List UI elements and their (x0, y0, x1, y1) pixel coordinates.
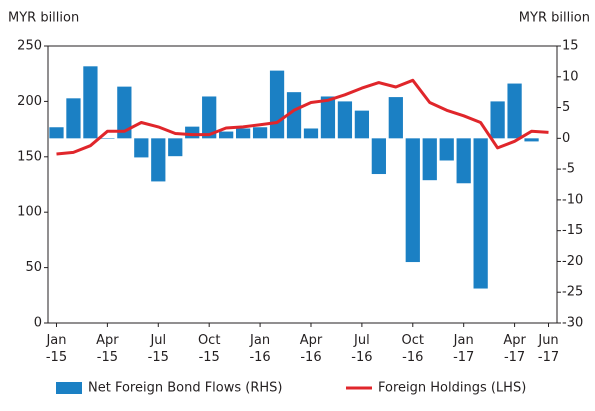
bar (371, 138, 386, 175)
bar (151, 138, 166, 182)
bar (83, 66, 98, 139)
bar (320, 96, 336, 139)
x-tick-label: Jul -15 (148, 333, 169, 365)
x-tick-label: Jul -16 (351, 333, 372, 365)
bar (49, 127, 64, 139)
y2-tick-label: -30 (562, 316, 583, 331)
bar (235, 128, 251, 139)
y-tick-label: 0 (34, 316, 42, 331)
bar (439, 138, 454, 161)
y2-axis-title: MYR billion (519, 11, 590, 26)
y2-tick-label: 10 (562, 69, 579, 84)
legend-label: Foreign Holdings (LHS) (378, 381, 526, 396)
x-tick-label: Apr -16 (300, 333, 323, 365)
y2-tick-label: -15 (562, 223, 583, 238)
y2-tick-label: 15 (562, 39, 579, 54)
bar (202, 96, 217, 139)
y2-tick-label: -20 (562, 254, 583, 269)
y2-tick-label: -25 (562, 285, 583, 300)
bar (405, 138, 420, 263)
bar (507, 83, 522, 139)
bar (354, 110, 370, 139)
bar (168, 138, 183, 157)
y-tick-label: 50 (25, 260, 42, 275)
x-tick-label: Jan -16 (249, 333, 271, 365)
x-tick-label: Apr -17 (503, 333, 526, 365)
bar (100, 138, 115, 139)
bar (269, 70, 285, 139)
bar (66, 98, 81, 139)
bar (303, 128, 319, 139)
bar (337, 101, 353, 139)
bar (252, 127, 268, 139)
plot-frame (47, 45, 558, 324)
bar (185, 126, 200, 139)
bar (490, 101, 505, 139)
x-tick-label: Jan -17 (453, 333, 475, 365)
bar (456, 138, 471, 184)
y-tick-label: 150 (17, 149, 42, 164)
x-tick-label: Jun -17 (537, 333, 559, 365)
y2-tick-label: -5 (562, 162, 575, 177)
y2-tick-label: -10 (562, 192, 583, 207)
x-tick-label: Oct -15 (198, 333, 220, 365)
y2-tick-label: 5 (562, 100, 570, 115)
bar (524, 138, 539, 142)
bar (219, 131, 234, 139)
y-tick-label: 100 (17, 205, 42, 220)
bar (422, 138, 437, 181)
legend-swatch (56, 382, 82, 394)
bar (473, 138, 488, 289)
bar (286, 92, 302, 139)
x-tick-label: Jan -15 (45, 333, 67, 365)
y-axis-title: MYR billion (8, 11, 79, 26)
line (56, 78, 549, 156)
x-tick-label: Apr -15 (96, 333, 119, 365)
bar (388, 97, 403, 139)
bar (134, 138, 149, 158)
x-tick-label: Oct -16 (402, 333, 424, 365)
bar (117, 86, 132, 139)
y-tick-label: 200 (17, 94, 42, 109)
y-tick-label: 250 (17, 39, 42, 54)
y2-tick-label: 0 (562, 131, 570, 146)
legend-label: Net Foreign Bond Flows (RHS) (88, 381, 283, 396)
